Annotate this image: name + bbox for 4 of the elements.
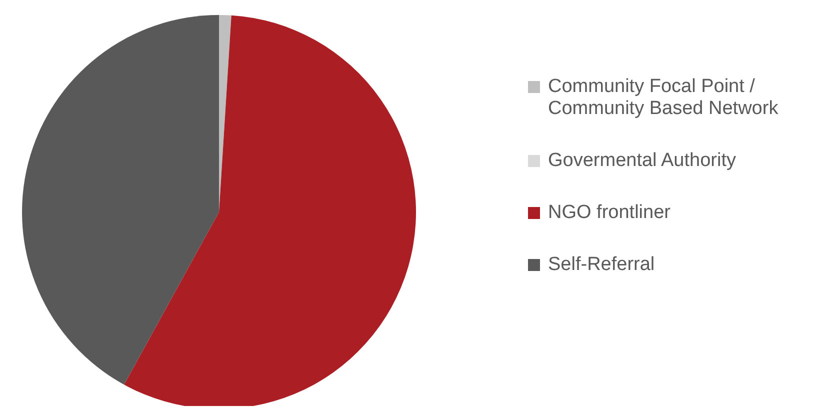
legend-label: NGO frontliner bbox=[548, 202, 670, 224]
legend-label: Community Focal Point / Community Based Network bbox=[548, 76, 780, 120]
legend-label: Self-Referral bbox=[548, 254, 655, 276]
legend-label: Govermental Authority bbox=[548, 150, 736, 172]
